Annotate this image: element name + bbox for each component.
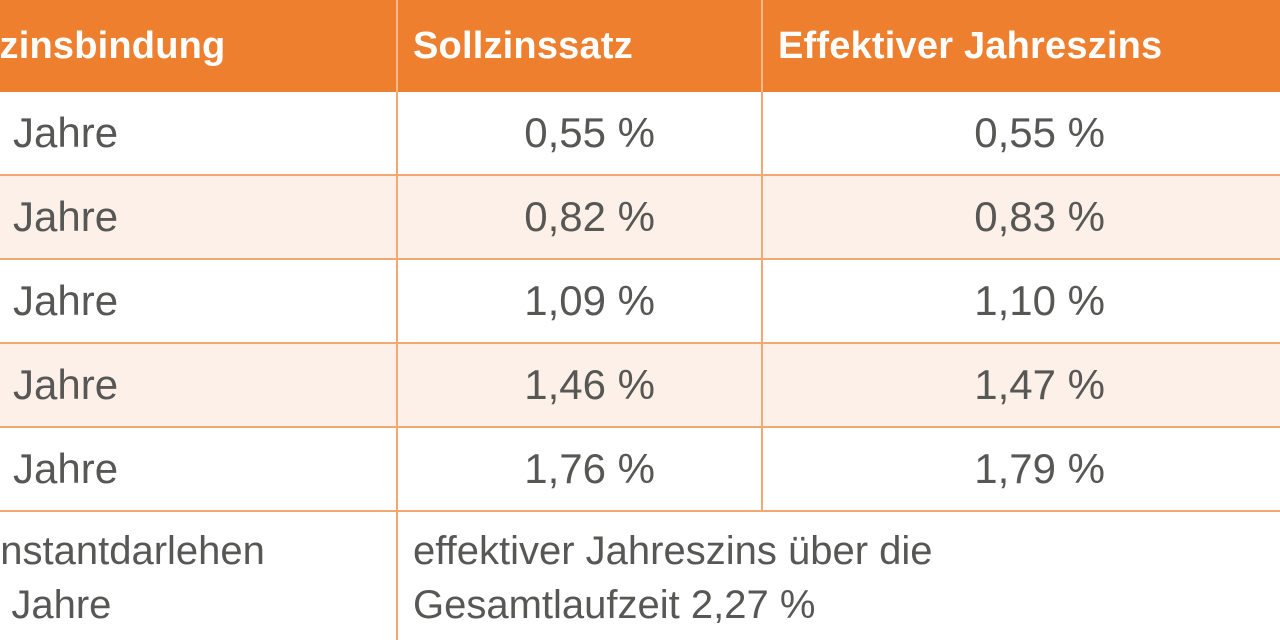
effektiv-cell: 1,47 % [974,361,1105,408]
table-row: 5 Jahre 0,55 % 0,55 % [0,92,1280,176]
column-divider [761,92,763,174]
header-divider [761,0,763,92]
table-row: 0 Jahre 0,82 % 0,83 % [0,176,1280,260]
column-divider [396,512,398,640]
term-cell: 5 Jahre [0,277,119,324]
table-footer-row: onstantdarlehen 2 Jahre effektiver Jahre… [0,512,1280,640]
table-row: 0 Jahre 1,46 % 1,47 % [0,344,1280,428]
table-row: 5 Jahre 1,76 % 1,79 % [0,428,1280,512]
column-divider [396,344,398,426]
table-header-row: llzinsbindung Sollzinssatz Effektiver Ja… [0,0,1280,92]
footer-term-line: 2 Jahre [0,583,112,627]
column-divider [396,428,398,510]
sollzins-cell: 0,55 % [524,109,655,156]
column-divider [396,260,398,342]
term-cell: 5 Jahre [0,109,119,156]
column-divider [761,344,763,426]
header-effektiver-jahreszins: Effektiver Jahreszins [778,25,1163,67]
effektiv-cell: 0,55 % [974,109,1105,156]
header-sollzinsbindung: llzinsbindung [0,25,226,67]
sollzins-cell: 1,09 % [524,277,655,324]
term-cell: 5 Jahre [0,445,119,492]
footer-note-cell: effektiver Jahreszins über die Gesamtlau… [397,512,1280,640]
term-cell: 0 Jahre [0,193,119,240]
header-sollzinssatz: Sollzinssatz [413,25,633,67]
column-divider [761,428,763,510]
column-divider [396,92,398,174]
footer-note-line: effektiver Jahreszins über die [413,529,933,573]
column-divider [396,176,398,258]
table-row: 5 Jahre 1,09 % 1,10 % [0,260,1280,344]
effektiv-cell: 1,10 % [974,277,1105,324]
column-divider [761,176,763,258]
header-divider [396,0,398,92]
effektiv-cell: 1,79 % [974,445,1105,492]
effektiv-cell: 0,83 % [974,193,1105,240]
term-cell: 0 Jahre [0,361,119,408]
sollzins-cell: 0,82 % [524,193,655,240]
footer-term-line: onstantdarlehen [0,529,265,573]
sollzins-cell: 1,46 % [524,361,655,408]
sollzins-cell: 1,76 % [524,445,655,492]
footer-term-cell: onstantdarlehen 2 Jahre [0,512,397,640]
footer-note-line: Gesamtlaufzeit 2,27 % [413,583,816,627]
column-divider [761,260,763,342]
